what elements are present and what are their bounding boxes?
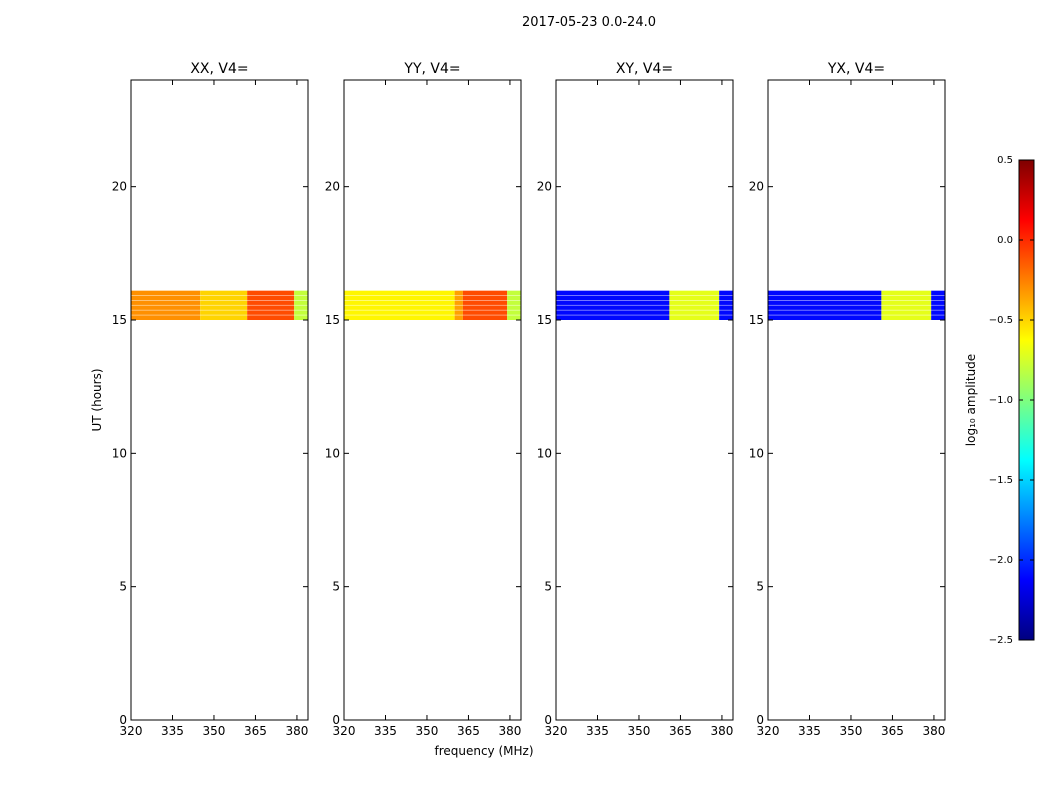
panel-frame: [130, 79, 309, 721]
x-tick-label: 365: [457, 724, 480, 738]
x-tick-label: 380: [498, 724, 521, 738]
y-tick-label: 15: [325, 313, 340, 327]
panel-title: XY, V4=: [616, 61, 673, 77]
x-tick-label: 320: [333, 724, 356, 738]
heatmap-cell: [294, 290, 308, 320]
x-tick-label: 350: [840, 724, 863, 738]
y-tick-label: 0: [544, 713, 552, 727]
x-tick-label: 335: [161, 724, 184, 738]
colorbar-tick-label: −1.0: [989, 395, 1013, 406]
y-tick-label: 0: [119, 713, 127, 727]
panel-frame: [767, 79, 946, 721]
colorbar-label: log₁₀ amplitude: [964, 354, 978, 446]
colorbar-tick-label: −2.0: [989, 555, 1013, 566]
heatmap-cell: [131, 290, 201, 320]
panel-3: YX, V4= 320 335 350 365 380 0 5 10 15 20: [749, 61, 946, 738]
heatmap-cell: [454, 290, 463, 320]
x-axis-label: frequency (MHz): [434, 744, 533, 758]
x-tick-label: 365: [244, 724, 267, 738]
y-tick-label: 5: [756, 580, 764, 594]
x-tick-label: 365: [881, 724, 904, 738]
panel-title: YY, V4=: [403, 61, 460, 77]
y-axis-label: UT (hours): [90, 368, 104, 431]
panel-frame: [343, 79, 522, 721]
x-tick-label: 350: [628, 724, 651, 738]
y-tick-label: 0: [756, 713, 764, 727]
y-tick-label: 0: [332, 713, 340, 727]
x-tick-label: 320: [545, 724, 568, 738]
x-tick-label: 380: [710, 724, 733, 738]
y-tick-label: 10: [325, 446, 340, 460]
colorbar-tick-label: −0.5: [989, 315, 1013, 326]
panel-title: XX, V4=: [190, 61, 248, 77]
heatmap-cell: [881, 290, 932, 320]
heatmap-cell: [556, 290, 670, 320]
heatmap-cell: [462, 290, 508, 320]
y-tick-label: 20: [749, 180, 764, 194]
x-tick-label: 335: [586, 724, 609, 738]
heatmap-cell: [344, 290, 455, 320]
panel-1: YY, V4= 320 335 350 365 380 0 5 10 15 20: [325, 61, 522, 738]
figure-suptitle: 2017-05-23 0.0-24.0: [522, 15, 656, 30]
y-tick-label: 20: [537, 180, 552, 194]
heatmap-cell: [931, 290, 945, 320]
heatmap-cell: [669, 290, 720, 320]
colorbar: 0.5 0.0 −0.5 −1.0 −1.5 −2.0 −2.5: [989, 155, 1035, 646]
panel-frame: [555, 79, 734, 721]
x-tick-label: 320: [757, 724, 780, 738]
y-tick-label: 10: [112, 446, 127, 460]
y-tick-label: 15: [537, 313, 552, 327]
panels-group: XX, V4= 320 335 350 365 380 0 5 10 15 20 YY, V4= 320…: [112, 61, 946, 738]
y-tick-label: 20: [112, 180, 127, 194]
y-tick-label: 10: [537, 446, 552, 460]
heatmap-cell: [247, 290, 295, 320]
panel-title: YX, V4=: [827, 61, 885, 77]
heatmap-cell: [200, 290, 248, 320]
panel-2: XY, V4= 320 335 350 365 380 0 5 10 15 20: [537, 61, 734, 738]
y-tick-label: 15: [112, 313, 127, 327]
colorbar-tick-label: 0.0: [997, 235, 1013, 246]
heatmap-cell: [507, 290, 521, 320]
x-tick-label: 350: [416, 724, 439, 738]
x-tick-label: 350: [203, 724, 226, 738]
y-tick-label: 15: [749, 313, 764, 327]
panel-0: XX, V4= 320 335 350 365 380 0 5 10 15 20: [112, 61, 309, 738]
colorbar-tick-label: −2.5: [989, 635, 1013, 646]
x-tick-label: 365: [669, 724, 692, 738]
colorbar-tick-label: −1.5: [989, 475, 1013, 486]
y-tick-label: 20: [325, 180, 340, 194]
x-tick-label: 320: [120, 724, 143, 738]
x-tick-label: 380: [285, 724, 308, 738]
heatmap-cell: [719, 290, 733, 320]
y-tick-label: 5: [544, 580, 552, 594]
x-tick-label: 335: [798, 724, 821, 738]
x-tick-label: 335: [374, 724, 397, 738]
y-tick-label: 5: [332, 580, 340, 594]
x-tick-label: 380: [922, 724, 945, 738]
colorbar-tick-label: 0.5: [997, 155, 1013, 166]
y-tick-label: 10: [749, 446, 764, 460]
y-tick-label: 5: [119, 580, 127, 594]
heatmap-cell: [768, 290, 882, 320]
